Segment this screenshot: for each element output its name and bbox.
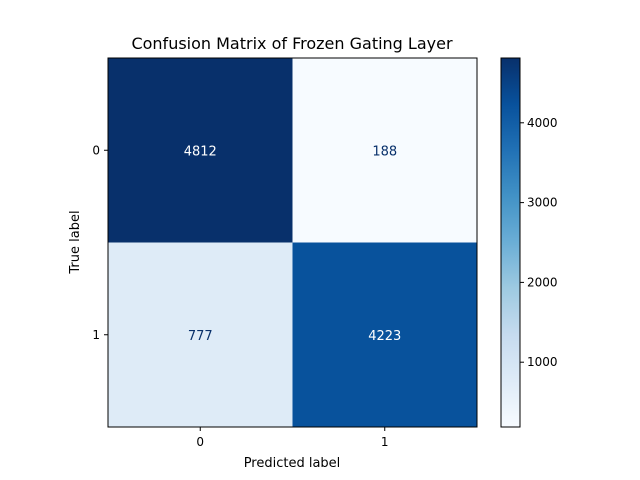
- y-axis: 01: [92, 143, 108, 342]
- cell-1-1: [292, 242, 477, 427]
- x-tick-label: 0: [196, 435, 204, 449]
- colorbar-tick-label: 1000: [527, 355, 558, 369]
- colorbar-tick-label: 3000: [527, 196, 558, 210]
- cell-1-0: [108, 242, 293, 427]
- colorbar-tick-label: 4000: [527, 116, 558, 130]
- colorbar-ticks: 1000 2000 3000 4000: [520, 116, 558, 369]
- x-axis-label: Predicted label: [244, 456, 341, 471]
- cell-value-1-1: 4223: [368, 329, 401, 344]
- colorbar-gradient: [500, 57, 521, 428]
- y-axis-label: True label: [68, 210, 83, 274]
- x-tick-label: 1: [381, 435, 389, 449]
- colorbar: 1000 2000 3000 4000: [500, 57, 558, 428]
- cell-0-0: [108, 58, 293, 243]
- y-tick-label: 0: [92, 143, 100, 157]
- heatmap-cells: 4812 188 777 4223: [108, 58, 477, 427]
- y-tick-label: 1: [92, 328, 100, 342]
- cell-value-0-1: 188: [372, 144, 397, 159]
- chart-title: Confusion Matrix of Frozen Gating Layer: [131, 34, 453, 53]
- cell-0-1: [292, 58, 477, 243]
- cell-value-0-0: 4812: [184, 144, 217, 159]
- colorbar-tick-label: 2000: [527, 275, 558, 289]
- plot-frame: [107, 57, 478, 428]
- cell-value-1-0: 777: [188, 329, 213, 344]
